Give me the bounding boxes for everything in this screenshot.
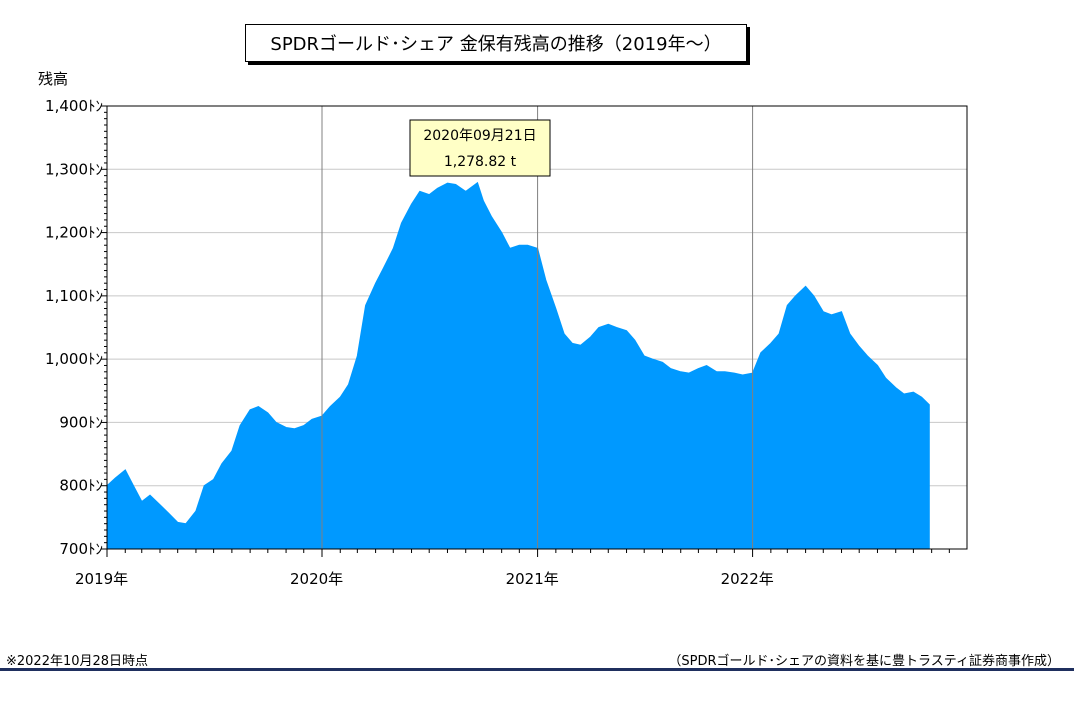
y-tick-label: 1,200ﾄﾝ (45, 224, 103, 242)
x-tick-label: 2020年 (290, 570, 343, 588)
tooltip-value: 1,278.82 t (444, 154, 517, 170)
chart-title: SPDRゴールド･シェア 金保有残高の推移（2019年～） (245, 24, 747, 62)
x-tick-label: 2021年 (506, 570, 559, 588)
gold-holdings-chart: 1,400ﾄﾝ 1,300ﾄﾝ 1,200ﾄﾝ 1,100ﾄﾝ 1,000ﾄﾝ 900ﾄﾝ… (45, 97, 968, 588)
y-tick-label: 800ﾄﾝ (59, 477, 103, 495)
footer-rule (0, 668, 1074, 671)
y-tick-label: 1,400ﾄﾝ (45, 97, 103, 115)
y-axis-label: 残高 (38, 70, 69, 88)
y-tick-label: 1,100ﾄﾝ (45, 287, 103, 305)
source-note: （SPDRゴールド･シェアの資料を基に豊トラスティ証券商事作成） (668, 654, 1060, 669)
tooltip-date: 2020年09月21日 (423, 128, 536, 144)
as-of-note: ※2022年10月28日時点 (6, 654, 149, 669)
y-tick-label: 1,000ﾄﾝ (45, 350, 103, 368)
y-tick-label: 700ﾄﾝ (59, 540, 103, 558)
tooltip-box (409, 119, 551, 177)
y-tick-label: 1,300ﾄﾝ (45, 160, 103, 178)
x-tick-label: 2022年 (721, 570, 774, 588)
y-tick-label: 900ﾄﾝ (59, 413, 103, 431)
holdings-area (106, 181, 930, 550)
x-tick-label: 2019年 (75, 570, 128, 588)
